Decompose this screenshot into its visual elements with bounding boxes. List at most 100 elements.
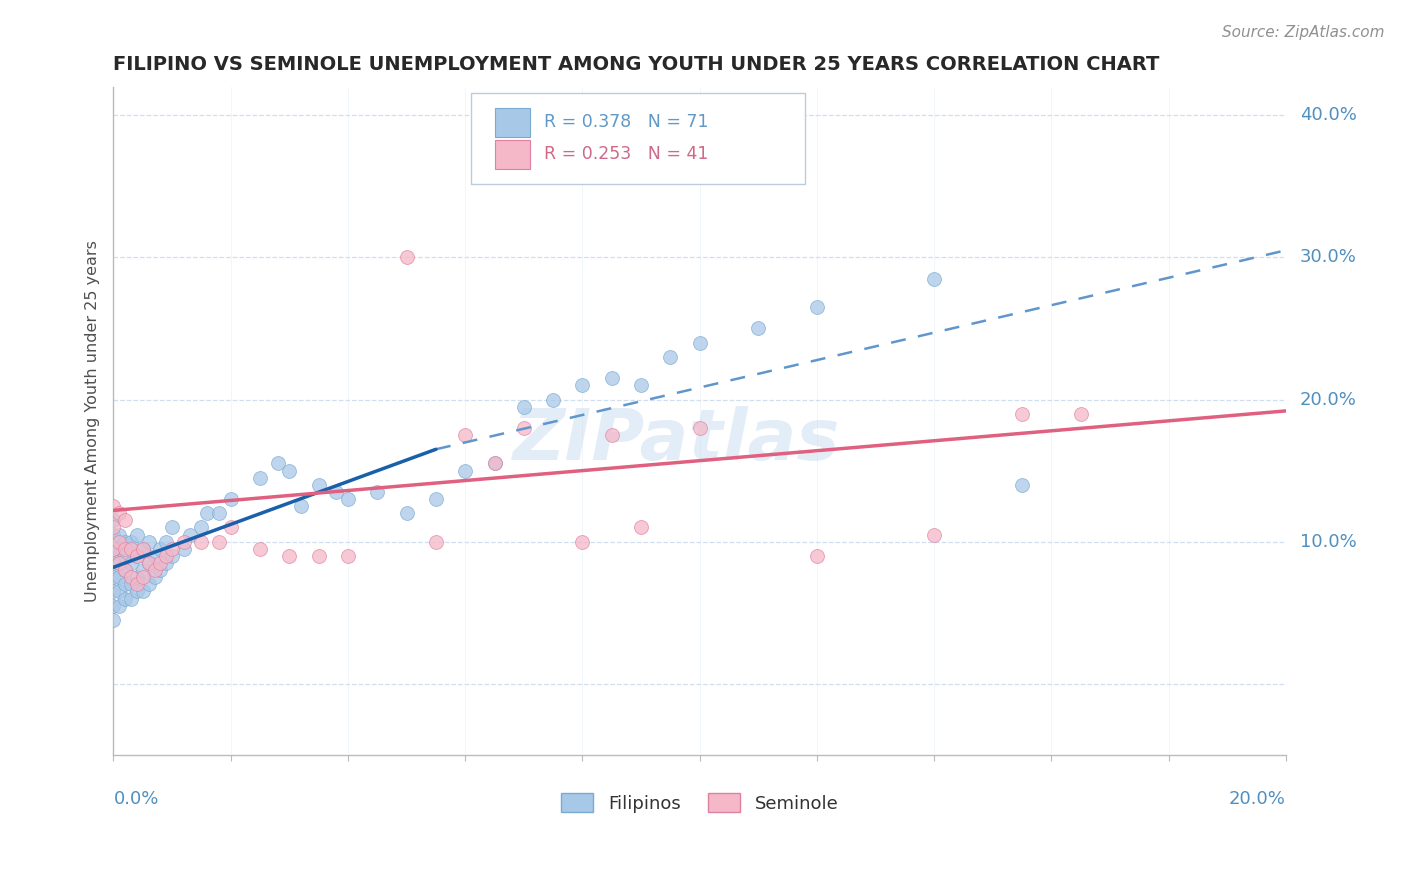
Point	[149, 563, 172, 577]
Point	[571, 378, 593, 392]
Point	[278, 464, 301, 478]
Point	[1011, 478, 1033, 492]
Point	[160, 541, 183, 556]
Point	[132, 541, 155, 556]
Point	[114, 577, 136, 591]
Point	[336, 549, 359, 563]
Point	[138, 556, 160, 570]
Point	[195, 506, 218, 520]
Point	[541, 392, 564, 407]
Point	[190, 520, 212, 534]
Point	[120, 556, 142, 570]
Point	[132, 563, 155, 577]
Point	[155, 534, 177, 549]
Point	[114, 563, 136, 577]
Point	[173, 541, 195, 556]
Point	[155, 556, 177, 570]
Point	[806, 300, 828, 314]
Point	[108, 599, 131, 613]
Point	[160, 549, 183, 563]
Point	[600, 428, 623, 442]
Point	[114, 563, 136, 577]
Point	[125, 577, 148, 591]
Text: Source: ZipAtlas.com: Source: ZipAtlas.com	[1222, 25, 1385, 40]
Text: ZIPatlas: ZIPatlas	[513, 407, 839, 475]
Point	[179, 527, 201, 541]
Point	[120, 541, 142, 556]
Legend: Filipinos, Seminole: Filipinos, Seminole	[561, 793, 838, 813]
FancyBboxPatch shape	[471, 94, 806, 184]
Point	[160, 520, 183, 534]
Point	[454, 464, 477, 478]
Point	[208, 506, 231, 520]
Point	[689, 335, 711, 350]
Point	[806, 549, 828, 563]
Point	[120, 577, 142, 591]
Point	[219, 491, 242, 506]
Point	[108, 506, 131, 520]
Text: 0.0%: 0.0%	[114, 790, 159, 808]
Point	[120, 591, 142, 606]
Point	[103, 527, 125, 541]
Point	[454, 428, 477, 442]
Text: FILIPINO VS SEMINOLE UNEMPLOYMENT AMONG YOUTH UNDER 25 YEARS CORRELATION CHART: FILIPINO VS SEMINOLE UNEMPLOYMENT AMONG …	[114, 55, 1160, 74]
Point	[747, 321, 769, 335]
Text: 20.0%: 20.0%	[1229, 790, 1286, 808]
Point	[114, 513, 136, 527]
Point	[922, 527, 945, 541]
Point	[138, 556, 160, 570]
Point	[190, 534, 212, 549]
Point	[1070, 407, 1092, 421]
Y-axis label: Unemployment Among Youth under 25 years: Unemployment Among Youth under 25 years	[86, 240, 100, 602]
Point	[149, 541, 172, 556]
Point	[103, 541, 125, 556]
Point	[138, 577, 160, 591]
Point	[125, 549, 148, 563]
FancyBboxPatch shape	[495, 139, 530, 169]
Point	[103, 556, 125, 570]
Point	[143, 570, 166, 584]
Point	[143, 563, 166, 577]
Point	[114, 534, 136, 549]
Text: R = 0.378   N = 71: R = 0.378 N = 71	[544, 113, 709, 131]
Point	[103, 584, 125, 599]
Point	[103, 613, 125, 627]
Point	[308, 549, 330, 563]
Point	[600, 371, 623, 385]
Point	[149, 556, 172, 570]
Point	[125, 527, 148, 541]
Point	[366, 484, 388, 499]
Point	[630, 520, 652, 534]
Point	[659, 350, 682, 364]
Text: 30.0%: 30.0%	[1301, 248, 1357, 267]
Point	[132, 584, 155, 599]
Point	[143, 549, 166, 563]
Point	[108, 570, 131, 584]
Point	[103, 520, 125, 534]
Point	[484, 457, 506, 471]
Point	[689, 421, 711, 435]
Point	[173, 534, 195, 549]
Text: 20.0%: 20.0%	[1301, 391, 1357, 409]
Point	[103, 541, 125, 556]
Point	[114, 591, 136, 606]
Point	[125, 570, 148, 584]
Point	[922, 271, 945, 285]
Point	[336, 491, 359, 506]
Point	[1011, 407, 1033, 421]
Point	[120, 534, 142, 549]
Text: 40.0%: 40.0%	[1301, 106, 1357, 124]
Point	[208, 534, 231, 549]
Point	[395, 506, 418, 520]
Point	[138, 534, 160, 549]
Point	[114, 549, 136, 563]
Point	[108, 541, 131, 556]
Point	[425, 491, 447, 506]
Point	[103, 513, 125, 527]
Point	[425, 534, 447, 549]
Point	[513, 400, 536, 414]
Point	[132, 541, 155, 556]
Point	[108, 556, 131, 570]
Point	[108, 527, 131, 541]
Point	[290, 499, 312, 513]
